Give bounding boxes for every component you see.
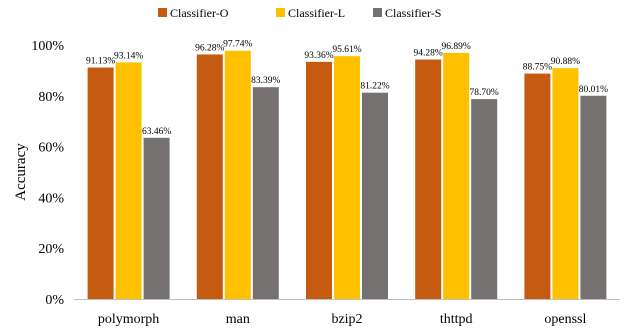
x-axis-ticks: polymorph man bzip2 thttpd openssl — [98, 312, 587, 327]
legend-swatch-2 — [276, 8, 285, 17]
y-axis-ticks: 0% 20% 40% 60% 80% 100% — [31, 39, 64, 308]
data-label: 90.88% — [551, 57, 580, 67]
data-label: 97.74% — [223, 40, 252, 50]
y-tick-label: 100% — [31, 39, 64, 54]
y-tick-label: 40% — [38, 191, 64, 206]
x-tick-label: thttpd — [440, 312, 473, 327]
legend: Classifier-O Classifier-L Classifier-S — [158, 6, 441, 20]
legend-label-3: Classifier-S — [385, 6, 441, 20]
bar-thttpd-1 — [415, 59, 442, 299]
data-label: 78.70% — [470, 88, 499, 98]
data-label: 91.13% — [86, 57, 115, 67]
y-tick-label: 60% — [38, 141, 64, 156]
y-tick-label: 20% — [38, 242, 64, 257]
y-tick-label: 80% — [38, 90, 64, 105]
bar-polymorph-2 — [115, 62, 142, 299]
data-label: 96.28% — [195, 43, 224, 53]
bar-thttpd-2 — [443, 52, 470, 299]
y-axis-label: Accuracy — [13, 143, 29, 201]
bar-bzip2-2 — [334, 56, 360, 299]
bar-openssl-1 — [524, 73, 551, 299]
x-tick-label: bzip2 — [331, 312, 362, 327]
data-label: 96.89% — [442, 42, 471, 52]
data-label: 81.22% — [360, 82, 389, 92]
data-label: 83.39% — [251, 76, 280, 86]
data-label: 94.28% — [414, 49, 443, 59]
y-tick-label: 0% — [45, 293, 64, 308]
bar-openssl-3 — [580, 95, 607, 299]
bars — [87, 50, 607, 300]
data-labels: 91.13%93.14% 63.46% 96.28%97.74% 83.39% 93.3… — [86, 40, 608, 137]
data-label: 63.46% — [142, 127, 171, 137]
legend-swatch-3 — [373, 8, 382, 17]
x-tick-label: man — [226, 312, 250, 327]
data-label: 93.14% — [114, 51, 143, 61]
bar-bzip2-1 — [306, 61, 332, 299]
bar-polymorph-3 — [143, 137, 170, 299]
bar-thttpd-3 — [471, 99, 498, 300]
x-tick-label: polymorph — [98, 312, 159, 327]
legend-swatch-1 — [158, 8, 167, 17]
data-label: 93.36% — [304, 51, 333, 61]
data-label: 88.75% — [523, 63, 552, 73]
bar-man-1 — [196, 54, 223, 300]
bar-polymorph-1 — [87, 67, 114, 299]
bar-bzip2-3 — [362, 92, 388, 299]
bar-man-2 — [224, 50, 251, 299]
x-tick-label: openssl — [544, 312, 586, 327]
legend-label-1: Classifier-O — [170, 6, 229, 20]
data-label: 80.01% — [579, 85, 608, 95]
legend-label-2: Classifier-L — [288, 6, 345, 20]
data-label: 95.61% — [332, 45, 361, 55]
bar-openssl-2 — [552, 68, 579, 300]
bar-man-3 — [252, 87, 279, 300]
